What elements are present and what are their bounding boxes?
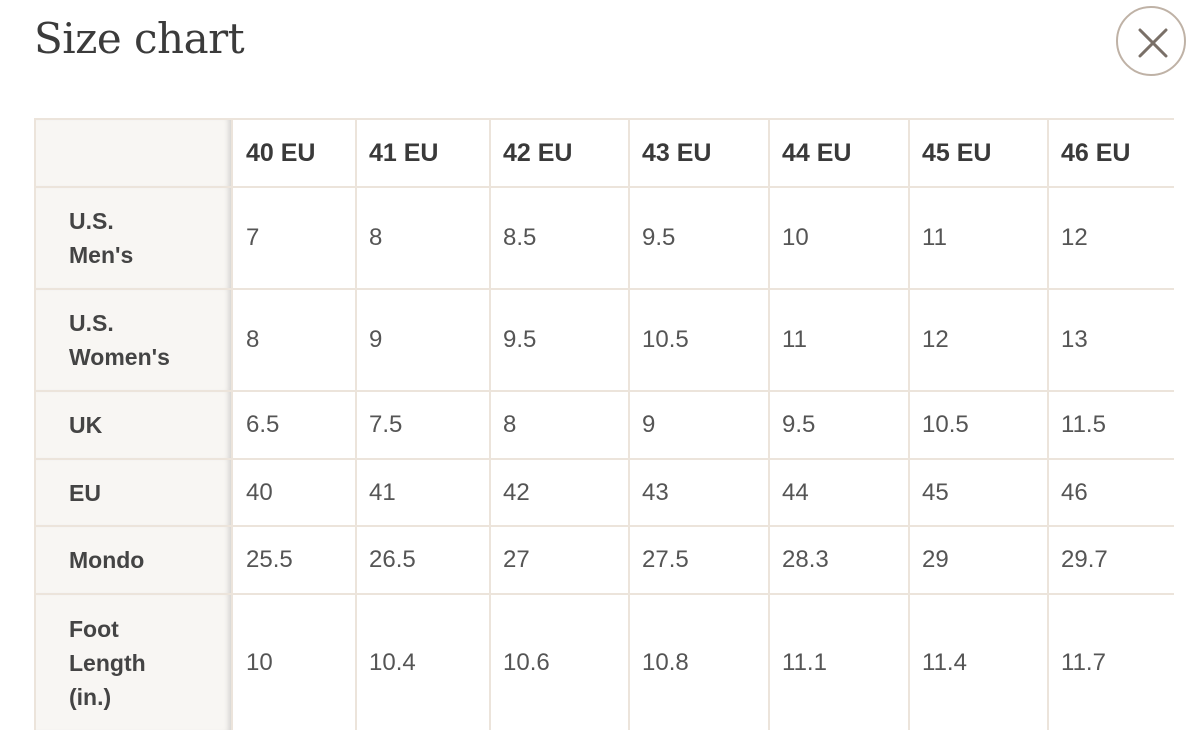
table-row: Mondo 25.5 26.5 27 27.5 28.3 29 29.7 [34, 525, 1174, 595]
size-table: 40 EU 41 EU 42 EU 43 EU 44 EU 45 EU 46 E… [34, 118, 1174, 730]
table-cell: 8 [489, 390, 630, 460]
column-header: 41 EU [355, 118, 491, 188]
table-cell: 9 [628, 390, 770, 460]
row-label: Mondo [34, 525, 233, 595]
table-cell: 8 [231, 288, 357, 392]
table-cell: 44 [768, 458, 910, 527]
row-label: U.S. Men's [34, 186, 233, 290]
table-cell: 10 [231, 593, 357, 730]
column-header: 44 EU [768, 118, 910, 188]
table-cell: 11 [768, 288, 910, 392]
table-row: Foot Length (in.) 10 10.4 10.6 10.8 11.1… [34, 593, 1174, 730]
table-cell: 7.5 [355, 390, 491, 460]
table-cell: 9.5 [628, 186, 770, 290]
table-row: EU 40 41 42 43 44 45 46 [34, 458, 1174, 527]
column-header: 40 EU [231, 118, 357, 188]
table-cell: 13 [1047, 288, 1174, 392]
row-label: EU [34, 458, 233, 527]
table-cell: 12 [1047, 186, 1174, 290]
table-cell: 11.1 [768, 593, 910, 730]
size-table-scroll-area[interactable]: 40 EU 41 EU 42 EU 43 EU 44 EU 45 EU 46 E… [34, 118, 1174, 730]
table-cell: 26.5 [355, 525, 491, 595]
close-button[interactable] [1116, 6, 1186, 76]
table-cell: 9.5 [489, 288, 630, 392]
table-cell: 7 [231, 186, 357, 290]
table-cell: 10 [768, 186, 910, 290]
column-header: 46 EU [1047, 118, 1174, 188]
table-cell: 11.7 [1047, 593, 1174, 730]
table-cell: 27.5 [628, 525, 770, 595]
table-cell: 46 [1047, 458, 1174, 527]
table-header-row: 40 EU 41 EU 42 EU 43 EU 44 EU 45 EU 46 E… [34, 118, 1174, 188]
table-cell: 10.6 [489, 593, 630, 730]
table-row: U.S. Women's 8 9 9.5 10.5 11 12 13 [34, 288, 1174, 392]
page-title: Size chart [34, 14, 245, 63]
table-cell: 6.5 [231, 390, 357, 460]
table-cell: 12 [908, 288, 1049, 392]
close-icon [1138, 28, 1168, 58]
table-cell: 29.7 [1047, 525, 1174, 595]
column-header: 42 EU [489, 118, 630, 188]
table-cell: 11 [908, 186, 1049, 290]
table-cell: 25.5 [231, 525, 357, 595]
column-header: 45 EU [908, 118, 1049, 188]
table-cell: 9.5 [768, 390, 910, 460]
table-cell: 10.8 [628, 593, 770, 730]
table-cell: 45 [908, 458, 1049, 527]
table-cell: 10.5 [628, 288, 770, 392]
table-cell: 29 [908, 525, 1049, 595]
table-row: UK 6.5 7.5 8 9 9.5 10.5 11.5 [34, 390, 1174, 460]
row-label: Foot Length (in.) [34, 593, 233, 730]
table-row: U.S. Men's 7 8 8.5 9.5 10 11 12 [34, 186, 1174, 290]
column-header: 43 EU [628, 118, 770, 188]
table-cell: 8.5 [489, 186, 630, 290]
table-cell: 10.4 [355, 593, 491, 730]
table-cell: 41 [355, 458, 491, 527]
table-cell: 40 [231, 458, 357, 527]
table-cell: 9 [355, 288, 491, 392]
row-label: U.S. Women's [34, 288, 233, 392]
table-cell: 28.3 [768, 525, 910, 595]
row-label: UK [34, 390, 233, 460]
corner-cell [34, 118, 233, 188]
table-cell: 43 [628, 458, 770, 527]
table-cell: 10.5 [908, 390, 1049, 460]
table-cell: 8 [355, 186, 491, 290]
table-cell: 27 [489, 525, 630, 595]
table-cell: 11.4 [908, 593, 1049, 730]
table-cell: 42 [489, 458, 630, 527]
table-cell: 11.5 [1047, 390, 1174, 460]
